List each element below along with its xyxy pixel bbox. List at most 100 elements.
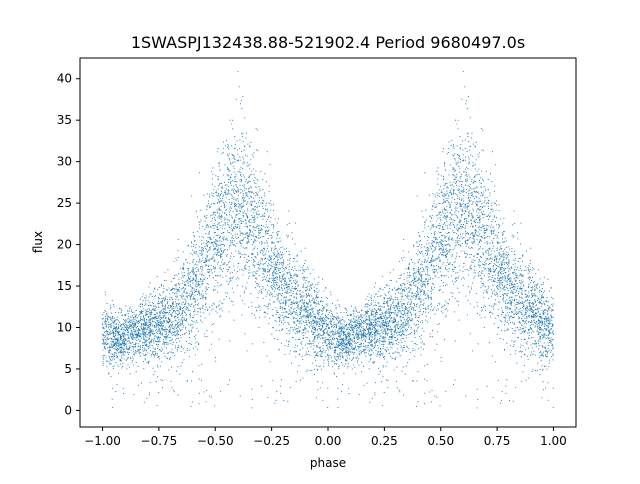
data-point [466, 239, 468, 241]
data-point [308, 288, 310, 290]
data-point [242, 202, 244, 204]
data-point [231, 189, 233, 191]
data-point [302, 265, 304, 267]
data-point [275, 282, 277, 284]
data-point [216, 240, 218, 242]
data-point [172, 301, 174, 303]
data-point [453, 174, 455, 176]
data-point [438, 260, 441, 262]
data-point [536, 304, 538, 306]
data-point [427, 321, 429, 323]
data-point [181, 312, 183, 315]
data-point [252, 235, 255, 237]
data-point [261, 229, 263, 231]
data-point [226, 197, 228, 199]
data-point [155, 344, 158, 346]
data-point [207, 264, 209, 267]
data-point [360, 331, 362, 333]
data-point [316, 329, 319, 331]
data-point [196, 270, 198, 273]
data-point [167, 317, 170, 319]
data-point [307, 306, 309, 308]
data-point [448, 268, 450, 270]
data-point [517, 316, 520, 318]
data-point [199, 294, 201, 296]
data-point [413, 280, 415, 283]
data-point [154, 296, 156, 298]
data-point [306, 295, 308, 298]
data-point [397, 331, 399, 333]
data-point [513, 322, 515, 324]
data-point [145, 339, 147, 341]
data-point [381, 325, 383, 327]
data-point [245, 241, 247, 243]
data-point [405, 308, 407, 310]
data-point [202, 308, 204, 310]
data-point [438, 302, 440, 304]
data-point [299, 318, 301, 320]
data-point [500, 263, 502, 265]
data-point [315, 291, 317, 293]
data-point [266, 293, 268, 295]
data-point [514, 353, 516, 355]
data-point [216, 192, 218, 194]
data-point [504, 254, 506, 256]
data-point [113, 317, 116, 319]
data-point [385, 350, 388, 353]
data-point [171, 313, 173, 315]
data-point [149, 304, 151, 306]
data-point [375, 325, 377, 327]
data-point [205, 293, 207, 295]
data-point [425, 209, 427, 211]
data-point [441, 192, 443, 194]
data-point [302, 277, 304, 279]
data-point [147, 321, 149, 323]
data-point [187, 283, 189, 285]
data-point [233, 155, 235, 157]
data-point [499, 267, 502, 269]
data-point [271, 277, 273, 279]
data-point [446, 190, 448, 192]
data-point [337, 398, 339, 400]
data-point [272, 261, 274, 263]
data-point [200, 274, 203, 276]
data-point [406, 319, 408, 321]
data-point [241, 239, 243, 241]
data-point [346, 355, 348, 357]
data-point [274, 295, 276, 298]
data-point [480, 277, 482, 279]
data-point [459, 269, 461, 271]
data-point [416, 331, 418, 333]
data-point [280, 240, 282, 242]
data-point [340, 362, 342, 364]
data-point [212, 308, 214, 310]
data-point [418, 278, 420, 280]
data-point [158, 286, 160, 289]
data-point [330, 342, 332, 344]
data-point [522, 345, 524, 347]
data-point [325, 316, 328, 318]
data-point [411, 306, 413, 308]
data-point [454, 379, 456, 381]
data-point [108, 321, 110, 323]
data-point [399, 310, 401, 312]
data-point [438, 195, 440, 197]
data-point [407, 323, 409, 325]
data-point [229, 178, 231, 180]
data-point [156, 275, 158, 278]
data-point [516, 303, 518, 305]
data-point [223, 219, 225, 221]
data-point [465, 103, 467, 105]
data-point [300, 305, 303, 307]
data-point [170, 333, 172, 335]
data-point [113, 303, 115, 305]
data-point [464, 207, 466, 209]
data-point [445, 200, 447, 202]
data-point [202, 225, 204, 227]
data-point [188, 294, 190, 296]
data-point [419, 251, 421, 254]
data-point [248, 266, 250, 268]
data-point [498, 277, 500, 279]
data-point [448, 299, 451, 301]
data-point [106, 314, 108, 316]
